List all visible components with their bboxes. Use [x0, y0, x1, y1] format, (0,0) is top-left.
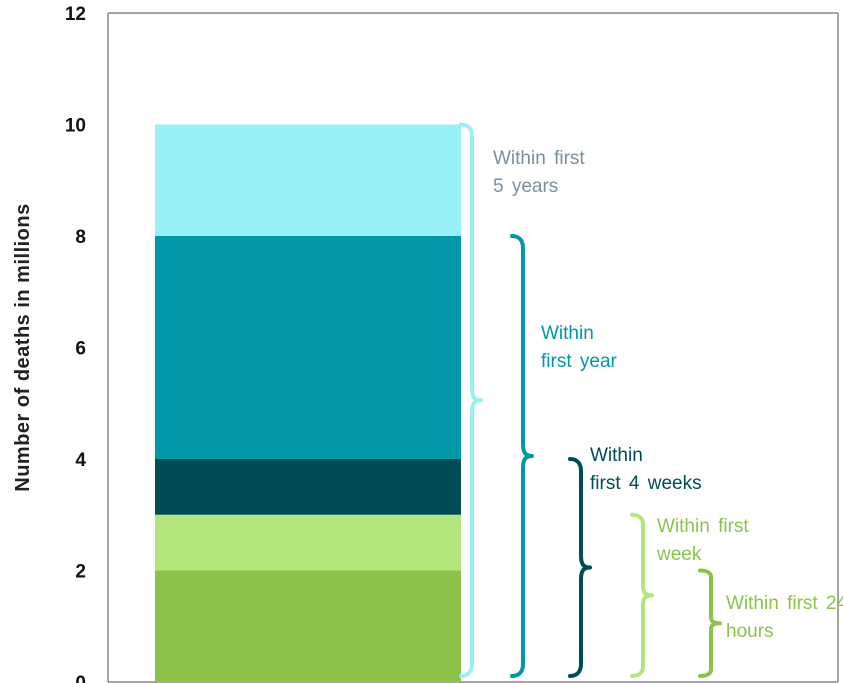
curly-brace [459, 122, 483, 678]
bar-segment [155, 570, 461, 682]
bar-segment [155, 459, 461, 515]
segment-annotation: Within first week [656, 516, 749, 565]
y-axis-label: Number of deaths in millions [12, 203, 34, 491]
segment-annotation: Within first 24 hours [726, 593, 843, 642]
y-tick-label: 2 [75, 562, 86, 583]
bar-segment [155, 124, 461, 236]
segment-annotation: Within first 5 years [493, 148, 585, 197]
y-tick-label: 4 [75, 450, 86, 471]
bar-segments [155, 124, 461, 682]
y-tick-label: 12 [65, 4, 86, 25]
y-tick-label: 0 [75, 673, 86, 683]
bar-segment [155, 514, 461, 571]
curly-brace [698, 568, 722, 678]
segment-annotations: Within first 24 hours Within first week With… [493, 148, 843, 642]
segment-annotation: Within first 4 weeks [590, 445, 702, 494]
segment-annotation: Within first year [541, 323, 618, 372]
y-tick-label: 8 [75, 227, 86, 248]
y-tick-label: 10 [65, 116, 86, 137]
bar-segment [155, 236, 461, 459]
y-tick-label: 6 [75, 339, 86, 360]
curly-brace [510, 234, 534, 678]
y-tick-labels: 0 2 4 6 8 10 12 [65, 4, 87, 683]
curly-brace [630, 512, 654, 678]
brace-marks [459, 122, 722, 678]
curly-brace [568, 457, 592, 678]
